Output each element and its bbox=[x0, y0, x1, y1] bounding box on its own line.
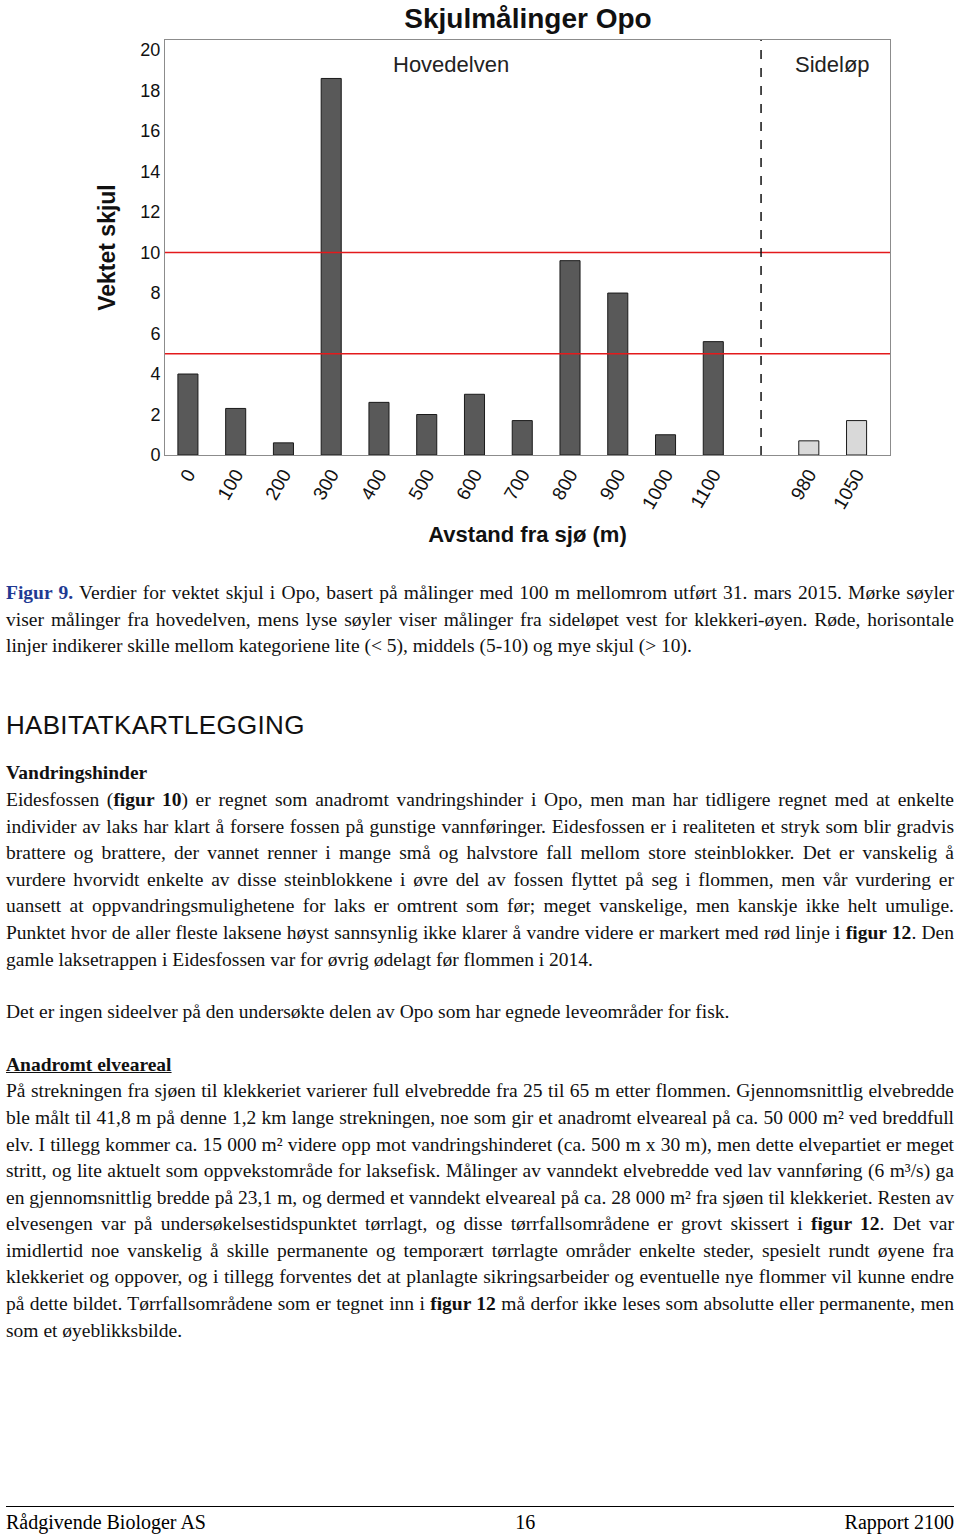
html-text:Figur 9. Verdier for vektet sk: Figur 9. Verdier for vektet skjul i Opo,… bbox=[6, 582, 954, 657]
svg-text:6: 6 bbox=[150, 324, 160, 344]
svg-text:Vektet skjul: Vektet skjul bbox=[94, 184, 120, 311]
svg-text:600: 600 bbox=[452, 466, 486, 504]
svg-text:200: 200 bbox=[261, 466, 295, 504]
svg-text:20: 20 bbox=[140, 40, 160, 60]
svg-text:Avstand fra sjø (m): Avstand fra sjø (m) bbox=[428, 522, 626, 547]
html-text:På strekningen fra sjøen til k: På strekningen fra sjøen til klekkeriet … bbox=[6, 1080, 954, 1341]
svg-text:4: 4 bbox=[150, 364, 160, 384]
html-text:Vandringshinder: Vandringshinder bbox=[6, 762, 148, 784]
svg-text:0: 0 bbox=[176, 466, 199, 486]
svg-text:Hovedelven: Hovedelven bbox=[393, 52, 509, 77]
svg-text:1100: 1100 bbox=[686, 466, 725, 512]
svg-text:12: 12 bbox=[140, 202, 160, 222]
svg-text:Sideløp: Sideløp bbox=[795, 52, 870, 77]
svg-text:1050: 1050 bbox=[829, 466, 868, 513]
svg-text:300: 300 bbox=[309, 466, 343, 504]
svg-text:Skjulmålinger Opo: Skjulmålinger Opo bbox=[404, 3, 651, 34]
svg-text:2: 2 bbox=[150, 405, 160, 425]
svg-text:400: 400 bbox=[357, 466, 391, 504]
svg-text:700: 700 bbox=[500, 466, 534, 504]
html-text:Anadromt elveareal: Anadromt elveareal bbox=[6, 1053, 172, 1075]
svg-text:18: 18 bbox=[140, 81, 160, 101]
svg-text:14: 14 bbox=[140, 162, 160, 182]
html-text:16: 16 bbox=[515, 1511, 536, 1533]
svg-text:10: 10 bbox=[140, 243, 160, 263]
svg-text:500: 500 bbox=[404, 466, 438, 504]
html-text:Eidesfossen (figur 10) er regn: Eidesfossen (figur 10) er regnet som ana… bbox=[6, 789, 954, 970]
svg-text:900: 900 bbox=[595, 466, 629, 504]
html-text:Rådgivende Biologer AS: Rådgivende Biologer AS bbox=[6, 1511, 206, 1533]
svg-text:980: 980 bbox=[786, 466, 820, 504]
svg-text:800: 800 bbox=[548, 466, 582, 504]
svg-text:0: 0 bbox=[150, 445, 160, 465]
html-text:Det er ingen sideelver på den: Det er ingen sideelver på den undersøkte… bbox=[6, 1001, 730, 1023]
svg-text:16: 16 bbox=[140, 121, 160, 141]
svg-text:1000: 1000 bbox=[638, 466, 677, 513]
svg-text:8: 8 bbox=[150, 283, 160, 303]
html-text:Rapport 2100: Rapport 2100 bbox=[844, 1511, 954, 1533]
html-text:HABITATKARTLEGGING: HABITATKARTLEGGING bbox=[6, 709, 305, 740]
svg-text:100: 100 bbox=[213, 466, 247, 504]
